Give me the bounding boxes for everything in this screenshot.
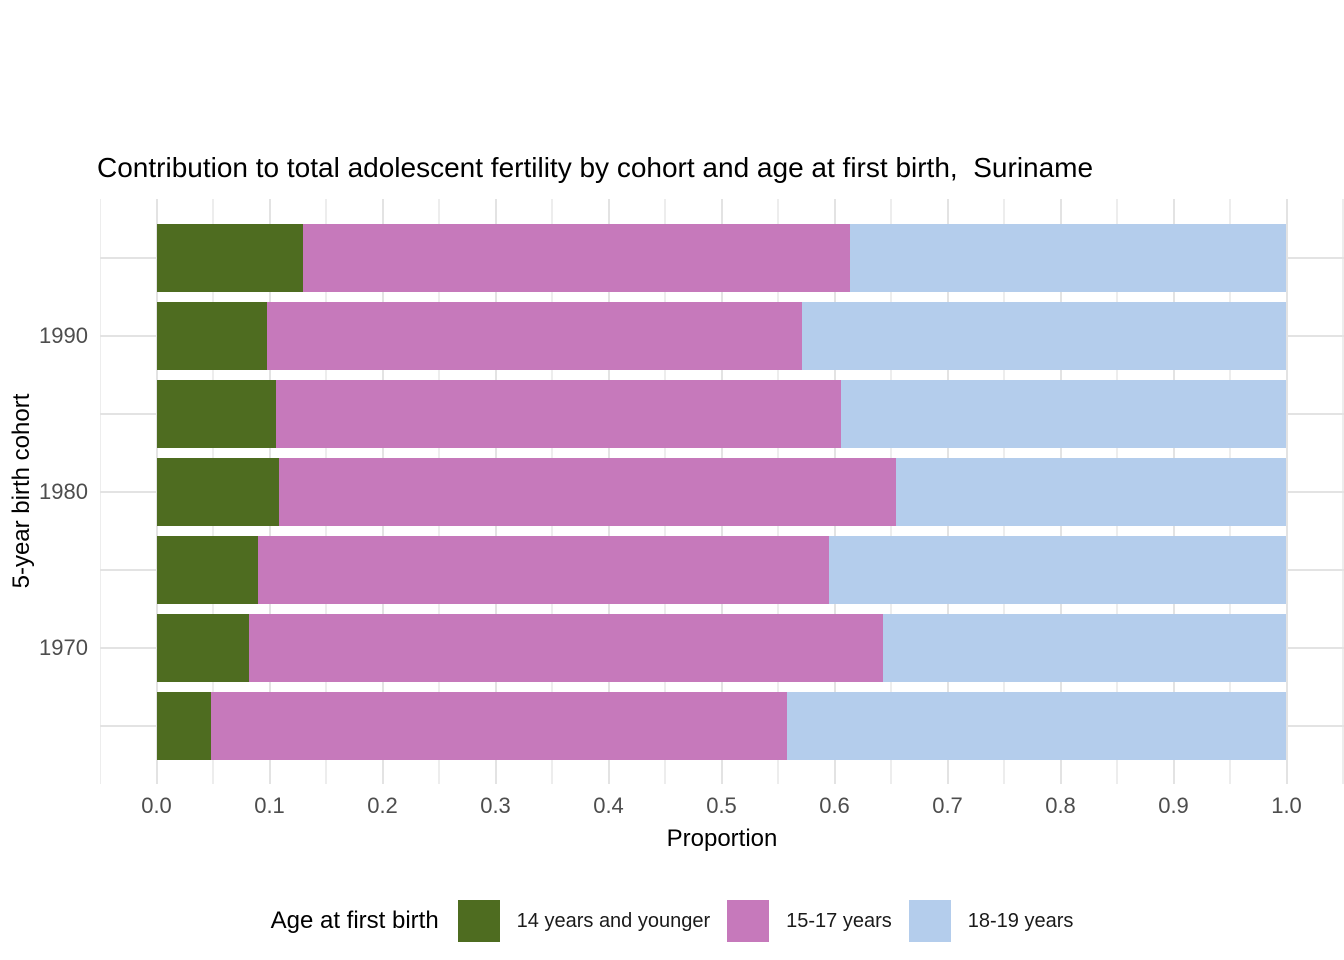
- x-tick-label: 0.2: [367, 793, 398, 818]
- legend-swatch: [908, 900, 951, 942]
- bar-segment: [850, 224, 1287, 292]
- x-tick-label: 0.0: [141, 793, 172, 818]
- x-tick-label: 0.1: [254, 793, 285, 818]
- x-axis-title: Proportion: [666, 825, 778, 852]
- bar-segment: [156, 536, 259, 604]
- bar-row-1985: [156, 380, 1287, 448]
- plot-panel: [100, 199, 1344, 784]
- x-tick-label: 0.9: [1158, 793, 1189, 818]
- legend-items: 14 years and younger 15-17 years 18-19 yea…: [457, 900, 1074, 942]
- x-tick-label: 0.8: [1045, 793, 1076, 818]
- bar-segment: [841, 380, 1287, 448]
- bar-segment: [156, 458, 279, 526]
- bar-segment: [276, 380, 842, 448]
- legend-item: 15-17 years: [727, 900, 892, 942]
- legend-item: 18-19 years: [908, 900, 1074, 942]
- bar-row-1975: [156, 536, 1287, 604]
- bar-row-1990: [156, 302, 1287, 370]
- bar-segment: [828, 536, 1287, 604]
- bar-row-1965: [156, 692, 1287, 760]
- y-tick-label: 1990: [39, 323, 88, 348]
- bar-segment: [156, 224, 304, 292]
- bar-segment: [156, 692, 211, 760]
- bar-segment: [303, 224, 851, 292]
- chart-title: Contribution to total adolescent fertili…: [97, 152, 1094, 183]
- y-axis-title: 5-year birth cohort: [8, 393, 35, 589]
- x-tick-label: 0.4: [593, 793, 624, 818]
- legend-swatch: [727, 900, 770, 942]
- bar-segment: [278, 458, 896, 526]
- bar-segment: [249, 614, 884, 682]
- bar-segment: [895, 458, 1287, 526]
- legend-label: 14 years and younger: [516, 909, 711, 932]
- bar-segment: [801, 302, 1287, 370]
- legend: Age at first birth 14 years and younger 1…: [0, 899, 1344, 943]
- legend-label: 18-19 years: [967, 909, 1074, 932]
- x-tick-label: 0.6: [819, 793, 850, 818]
- x-tick-label: 0.5: [706, 793, 737, 818]
- bar-row-1995: [156, 224, 1287, 292]
- bar-segment: [210, 692, 788, 760]
- x-tick-label: 1.0: [1271, 793, 1302, 818]
- x-tick-label: 0.3: [480, 793, 511, 818]
- bar-row-1980: [156, 458, 1287, 526]
- legend-swatch: [457, 900, 500, 942]
- x-tick-label: 0.7: [932, 793, 963, 818]
- legend-label: 15-17 years: [786, 909, 892, 932]
- legend-item: 14 years and younger: [457, 900, 711, 942]
- bar-segment: [258, 536, 829, 604]
- y-tick-label: 1970: [39, 635, 88, 660]
- bar-segment: [156, 614, 250, 682]
- bar-row-1970: [156, 614, 1287, 682]
- bar-segment: [883, 614, 1287, 682]
- bar-segment: [156, 380, 277, 448]
- legend-title: Age at first birth: [270, 907, 439, 934]
- bar-segment: [787, 692, 1287, 760]
- y-tick-label: 1980: [39, 479, 88, 504]
- bar-segment: [267, 302, 802, 370]
- bar-segment: [156, 302, 268, 370]
